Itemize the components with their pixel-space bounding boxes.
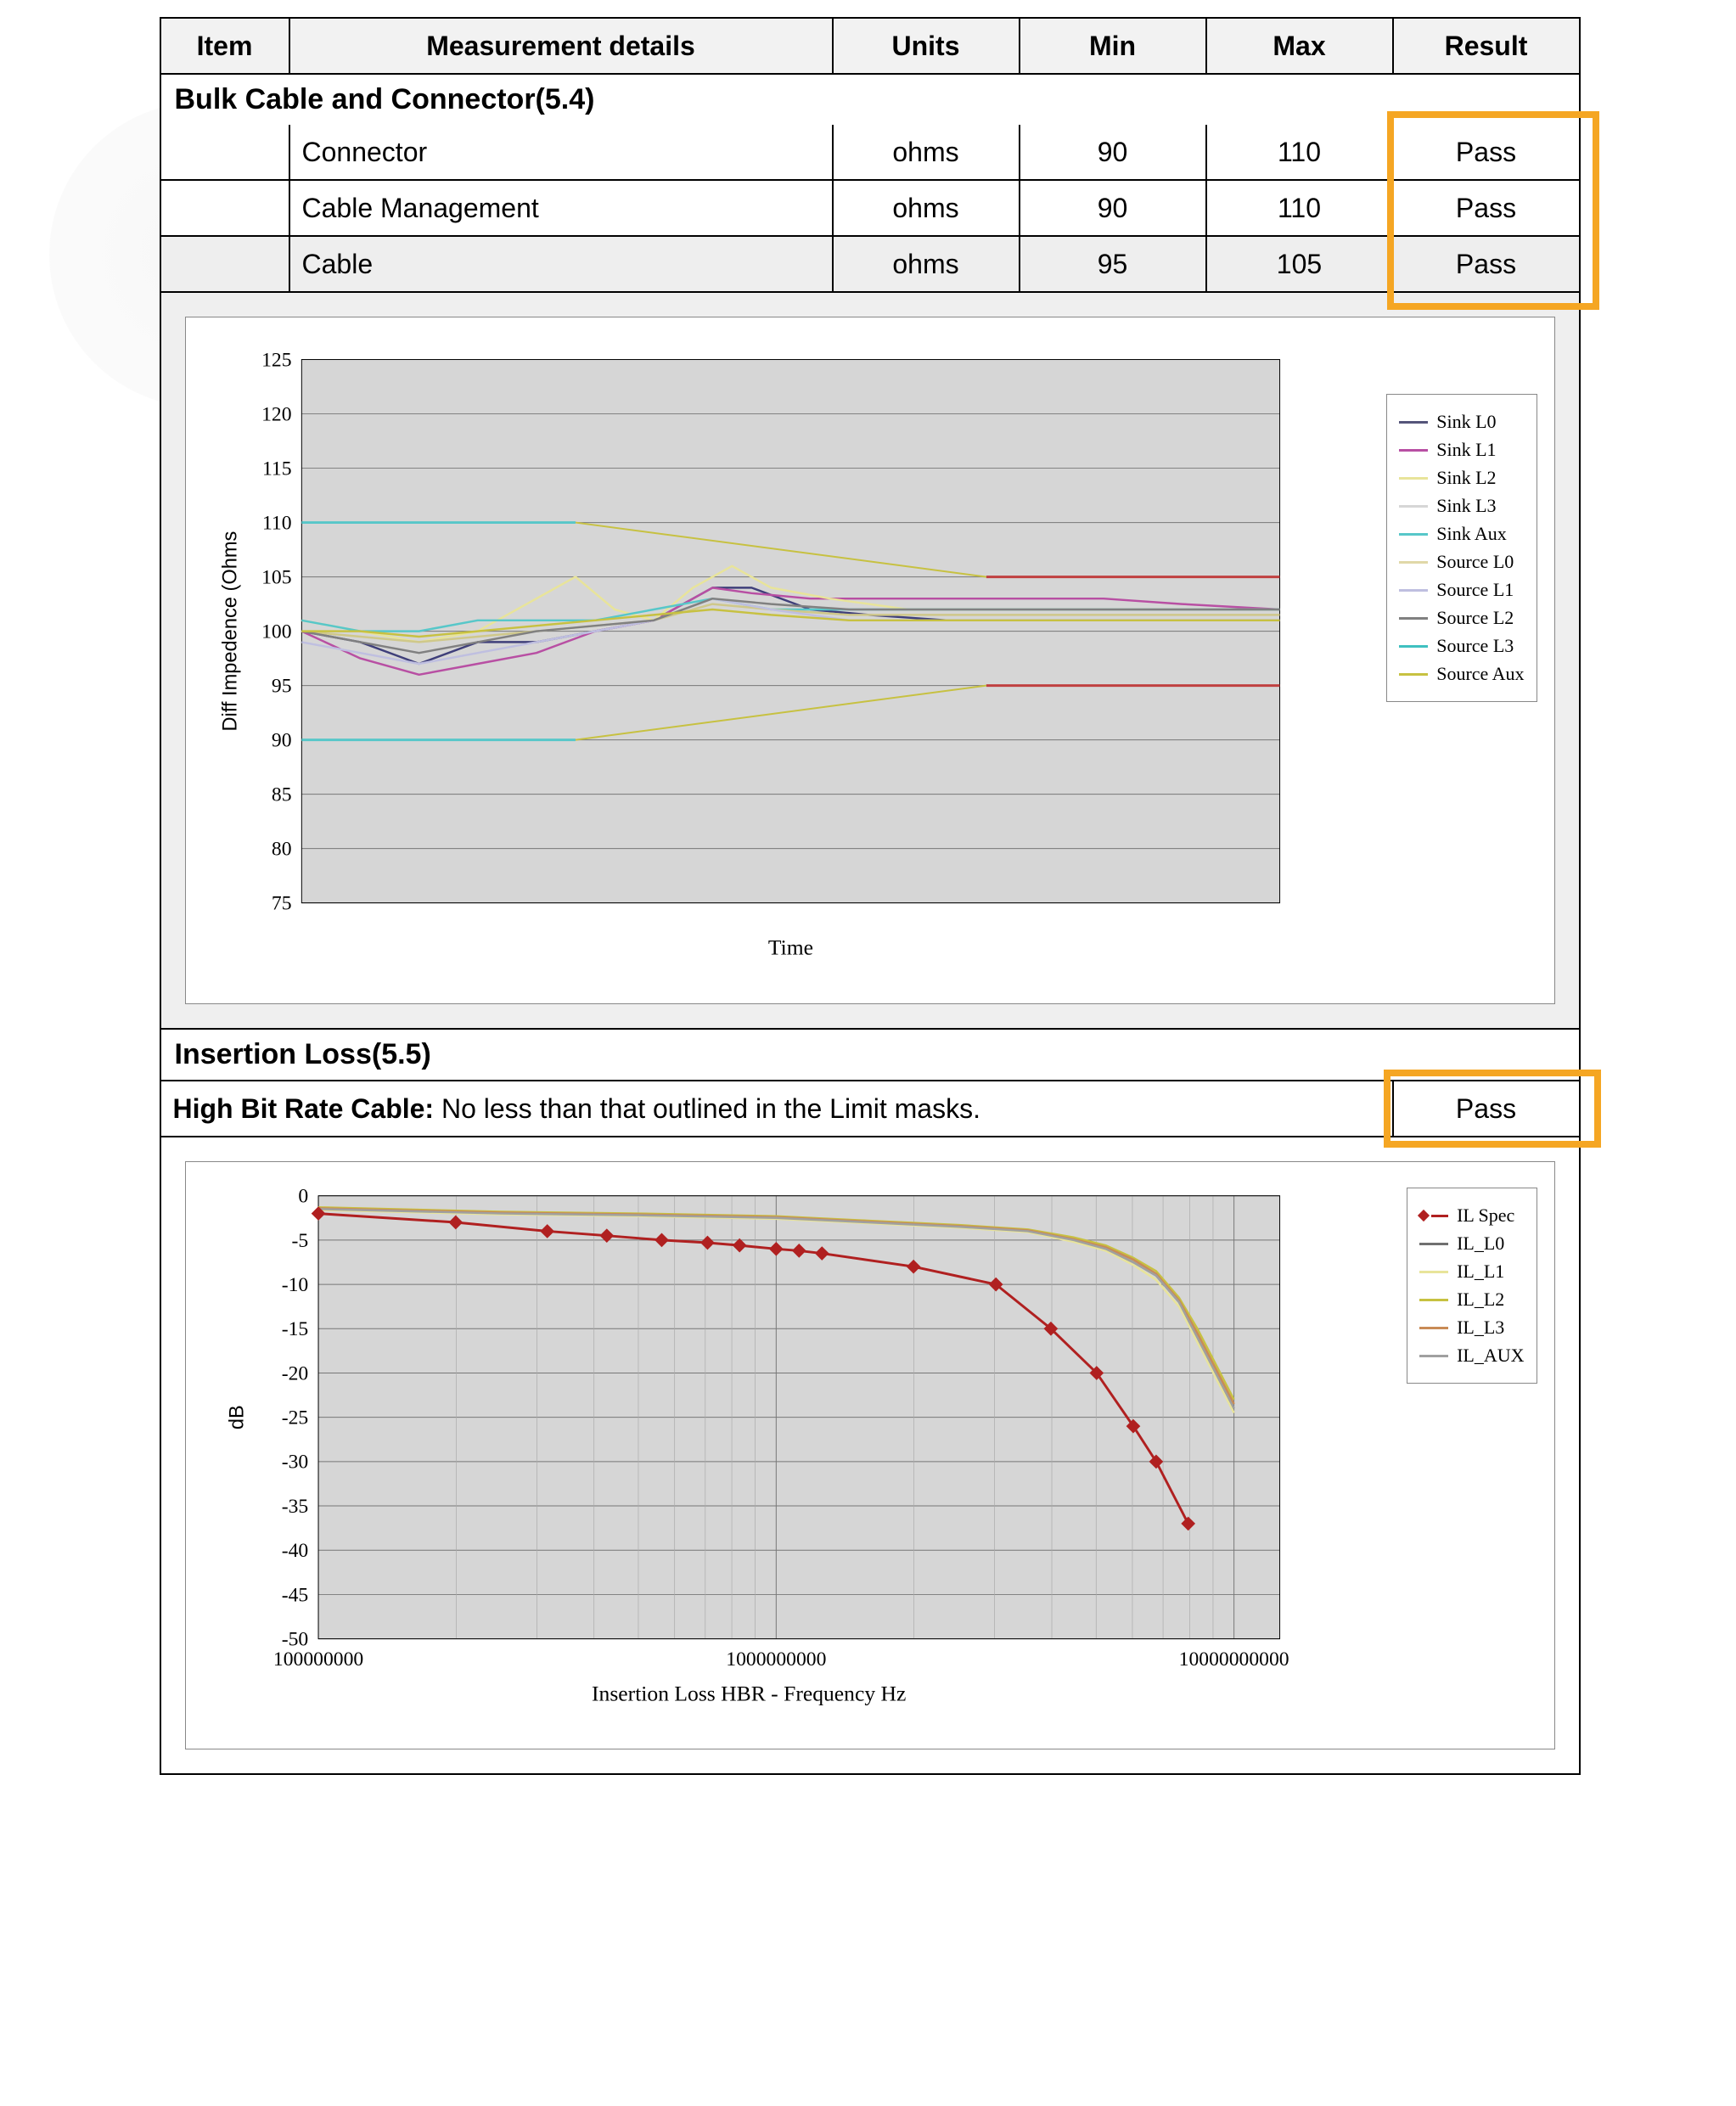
svg-text:125: 125 [261, 349, 291, 371]
svg-text:120: 120 [261, 403, 291, 425]
impedance-chart-cell: 75 80 85 90 95 100 105 110 115 120 125 Time Diff Imp… [161, 291, 1579, 1028]
svg-text:-25: -25 [281, 1407, 308, 1429]
svg-text:1000000000: 1000000000 [726, 1649, 826, 1671]
section-bulk-cable: Bulk Cable and Connector(5.4) [161, 73, 1579, 125]
svg-text:100: 100 [261, 621, 291, 643]
th-item: Item [161, 19, 289, 73]
table-row: Connectorohms90110Pass [161, 125, 1579, 179]
svg-text:-5: -5 [291, 1230, 308, 1252]
svg-text:Insertion Loss HBR - Frequenc: Insertion Loss HBR - Frequency Hz [592, 1682, 906, 1706]
table-row: Cableohms95105Pass [161, 235, 1579, 291]
insertion-loss-chart-cell: -50-45-40-35-30-25-20-15-10-501000000001… [161, 1136, 1579, 1772]
th-detail: Measurement details [289, 19, 832, 73]
data-cell: ohms [832, 181, 1019, 235]
th-max: Max [1205, 19, 1392, 73]
data-cell [161, 125, 289, 179]
hbr-row: High Bit Rate Cable: No less than that o… [161, 1080, 1579, 1136]
hbr-label: High Bit Rate Cable: [173, 1093, 435, 1124]
result-cell: Pass [1392, 125, 1579, 179]
data-cell: 110 [1205, 125, 1392, 179]
insertion-loss-legend: IL SpecIL_L0IL_L1IL_L2IL_L3IL_AUX [1407, 1188, 1537, 1384]
hbr-result: Pass [1392, 1081, 1579, 1136]
section-insertion-loss: Insertion Loss(5.5) [161, 1028, 1579, 1080]
data-cell: Connector [289, 125, 832, 179]
data-cell: ohms [832, 125, 1019, 179]
hbr-text: High Bit Rate Cable: No less than that o… [161, 1081, 1392, 1136]
hbr-desc: No less than that outlined in the Limit … [434, 1093, 980, 1124]
svg-text:Time: Time [767, 935, 812, 960]
svg-text:-10: -10 [281, 1274, 308, 1296]
svg-text:105: 105 [261, 566, 291, 588]
data-cell: ohms [832, 237, 1019, 291]
svg-text:-35: -35 [281, 1496, 308, 1518]
th-min: Min [1019, 19, 1205, 73]
impedance-chart: 75 80 85 90 95 100 105 110 115 120 125 Time Diff Imp… [185, 317, 1555, 1004]
svg-text:85: 85 [271, 784, 291, 806]
svg-text:115: 115 [261, 458, 291, 480]
report-table: Item Measurement details Units Min Max R… [160, 17, 1581, 1775]
impedance-legend: Sink L0Sink L1Sink L2Sink L3Sink AuxSour… [1386, 394, 1537, 702]
svg-text:-50: -50 [281, 1629, 308, 1651]
svg-text:75: 75 [271, 893, 291, 915]
table-row: Cable Managementohms90110Pass [161, 179, 1579, 235]
svg-text:90: 90 [271, 730, 291, 752]
svg-text:80: 80 [271, 839, 291, 861]
svg-text:110: 110 [261, 512, 291, 534]
data-cell: 90 [1019, 125, 1205, 179]
svg-text:dB: dB [226, 1406, 248, 1430]
data-cell: Cable [289, 237, 832, 291]
svg-text:-45: -45 [281, 1585, 308, 1607]
result-cell: Pass [1392, 181, 1579, 235]
table-header-row: Item Measurement details Units Min Max R… [161, 19, 1579, 73]
insertion-loss-chart: -50-45-40-35-30-25-20-15-10-501000000001… [185, 1161, 1555, 1749]
result-cell: Pass [1392, 237, 1579, 291]
data-cell: 90 [1019, 181, 1205, 235]
data-cell: Cable Management [289, 181, 832, 235]
data-cell: 105 [1205, 237, 1392, 291]
data-cell: 110 [1205, 181, 1392, 235]
svg-text:-40: -40 [281, 1541, 308, 1563]
data-cell [161, 237, 289, 291]
svg-text:10000000000: 10000000000 [1178, 1649, 1289, 1671]
svg-text:Diff Impedence (Ohms: Diff Impedence (Ohms [219, 531, 241, 732]
th-result: Result [1392, 19, 1579, 73]
data-cell [161, 181, 289, 235]
svg-text:-20: -20 [281, 1363, 308, 1385]
svg-text:100000000: 100000000 [272, 1649, 362, 1671]
svg-text:0: 0 [298, 1186, 308, 1208]
svg-text:-30: -30 [281, 1452, 308, 1474]
svg-text:95: 95 [271, 675, 291, 697]
data-cell: 95 [1019, 237, 1205, 291]
th-units: Units [832, 19, 1019, 73]
svg-text:-15: -15 [281, 1319, 308, 1341]
